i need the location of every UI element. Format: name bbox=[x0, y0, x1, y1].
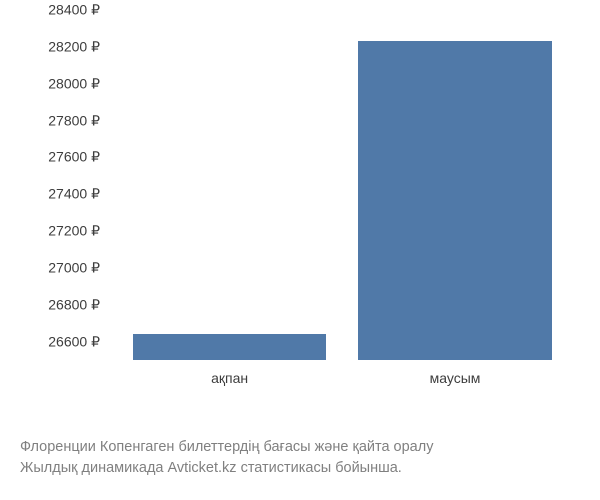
y-tick-label: 26600 ₽ bbox=[20, 333, 100, 350]
y-tick-label: 28400 ₽ bbox=[20, 2, 100, 19]
chart-caption: Флоренции Копенгаген билеттердің бағасы … bbox=[20, 437, 580, 481]
caption-line-1: Флоренции Копенгаген билеттердің бағасы … bbox=[20, 437, 580, 459]
y-tick-label: 27800 ₽ bbox=[20, 112, 100, 129]
bar bbox=[133, 334, 326, 360]
y-tick-label: 28200 ₽ bbox=[20, 38, 100, 55]
y-tick-label: 26800 ₽ bbox=[20, 296, 100, 313]
plot-area: 26600 ₽ 26800 ₽ 27000 ₽ 27200 ₽ 27400 ₽ 27600… bbox=[20, 10, 580, 390]
y-axis: 26600 ₽ 26800 ₽ 27000 ₽ 27200 ₽ 27400 ₽ 27600… bbox=[20, 10, 100, 390]
x-tick-label: ақпан bbox=[211, 370, 248, 386]
caption-line-2: Жылдық динамикада Avticket.kz статистика… bbox=[20, 458, 580, 480]
y-tick-label: 28000 ₽ bbox=[20, 75, 100, 92]
y-tick-label: 27400 ₽ bbox=[20, 186, 100, 203]
y-tick-label: 27200 ₽ bbox=[20, 223, 100, 240]
x-tick-label: маусым bbox=[430, 370, 481, 386]
bar bbox=[358, 41, 551, 360]
bars-area bbox=[110, 10, 570, 360]
chart-container: 26600 ₽ 26800 ₽ 27000 ₽ 27200 ₽ 27400 ₽ 27600… bbox=[0, 0, 600, 500]
y-tick-label: 27600 ₽ bbox=[20, 149, 100, 166]
y-tick-label: 27000 ₽ bbox=[20, 259, 100, 276]
